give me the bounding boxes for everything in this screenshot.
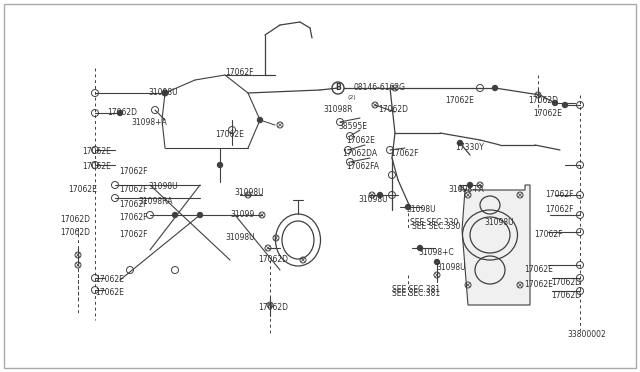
- Text: 17062F: 17062F: [119, 230, 147, 239]
- Text: 17062D: 17062D: [551, 291, 581, 300]
- Text: 17062F: 17062F: [390, 149, 419, 158]
- Text: 31098U: 31098U: [406, 205, 436, 214]
- Text: 17330Y: 17330Y: [455, 143, 484, 152]
- Text: 17062D: 17062D: [551, 278, 581, 287]
- Text: SEE SEC.381: SEE SEC.381: [392, 285, 440, 294]
- Text: 17062F: 17062F: [119, 167, 147, 176]
- Circle shape: [417, 246, 422, 250]
- Text: 17062E: 17062E: [533, 109, 562, 118]
- Polygon shape: [460, 185, 530, 305]
- Circle shape: [435, 260, 440, 264]
- Circle shape: [173, 212, 177, 218]
- Text: 08146-6162G: 08146-6162G: [354, 83, 406, 92]
- Text: 17062D: 17062D: [60, 215, 90, 224]
- Circle shape: [378, 192, 383, 198]
- Circle shape: [467, 183, 472, 187]
- Text: SEE SEC.330: SEE SEC.330: [410, 218, 458, 227]
- Text: 38595E: 38595E: [338, 122, 367, 131]
- Text: 17062E: 17062E: [82, 147, 111, 156]
- Circle shape: [563, 103, 568, 108]
- Text: 17062DA: 17062DA: [342, 149, 377, 158]
- Circle shape: [218, 163, 223, 167]
- Text: 17062E: 17062E: [524, 280, 553, 289]
- Text: 17062E: 17062E: [215, 130, 244, 139]
- Text: 17062E: 17062E: [68, 185, 97, 194]
- Circle shape: [163, 90, 168, 96]
- Text: 31098U: 31098U: [225, 233, 255, 242]
- Text: 17062D: 17062D: [378, 105, 408, 114]
- Circle shape: [493, 86, 497, 90]
- Text: 17062E: 17062E: [82, 162, 111, 171]
- Circle shape: [552, 100, 557, 106]
- Text: 17062E: 17062E: [524, 265, 553, 274]
- Text: 17062D: 17062D: [258, 255, 288, 264]
- Text: 17062E: 17062E: [95, 288, 124, 297]
- Circle shape: [198, 212, 202, 218]
- Text: 17062D: 17062D: [258, 303, 288, 312]
- Text: 17062F: 17062F: [225, 68, 253, 77]
- Circle shape: [406, 205, 410, 209]
- Text: 17062D: 17062D: [60, 228, 90, 237]
- Text: 31098U: 31098U: [148, 182, 178, 191]
- Text: 31098U: 31098U: [234, 188, 264, 197]
- Text: 17062F: 17062F: [534, 230, 563, 239]
- Text: SEE SEC.381: SEE SEC.381: [392, 289, 440, 298]
- Text: SEE SEC.330: SEE SEC.330: [412, 222, 460, 231]
- Text: 17062F: 17062F: [545, 205, 573, 214]
- Text: 17062E: 17062E: [445, 96, 474, 105]
- Text: 31098+A: 31098+A: [448, 185, 484, 194]
- Text: 17062F: 17062F: [119, 185, 147, 194]
- Text: 31098U: 31098U: [358, 195, 388, 204]
- Text: (2): (2): [348, 95, 356, 100]
- Text: 31098RA: 31098RA: [138, 197, 173, 206]
- Text: 17062E: 17062E: [346, 136, 375, 145]
- Circle shape: [458, 141, 463, 145]
- Text: 17062FA: 17062FA: [346, 162, 379, 171]
- Text: 17062F: 17062F: [119, 200, 147, 209]
- Text: 31098U: 31098U: [484, 218, 514, 227]
- Text: 17062F: 17062F: [119, 213, 147, 222]
- Text: B: B: [335, 83, 341, 93]
- Text: 33800002: 33800002: [567, 330, 605, 339]
- Circle shape: [257, 118, 262, 122]
- Text: 31098+C: 31098+C: [418, 248, 454, 257]
- Circle shape: [118, 110, 122, 115]
- Text: 31098U: 31098U: [148, 88, 178, 97]
- Text: 31098R: 31098R: [323, 105, 353, 114]
- Text: 17062E: 17062E: [95, 275, 124, 284]
- Text: 17062D: 17062D: [528, 96, 558, 105]
- Text: 31098U: 31098U: [436, 263, 466, 272]
- Text: 17062F: 17062F: [545, 190, 573, 199]
- Text: 17062D: 17062D: [107, 108, 137, 117]
- Text: 31099: 31099: [230, 210, 254, 219]
- Text: 31098+A: 31098+A: [131, 118, 167, 127]
